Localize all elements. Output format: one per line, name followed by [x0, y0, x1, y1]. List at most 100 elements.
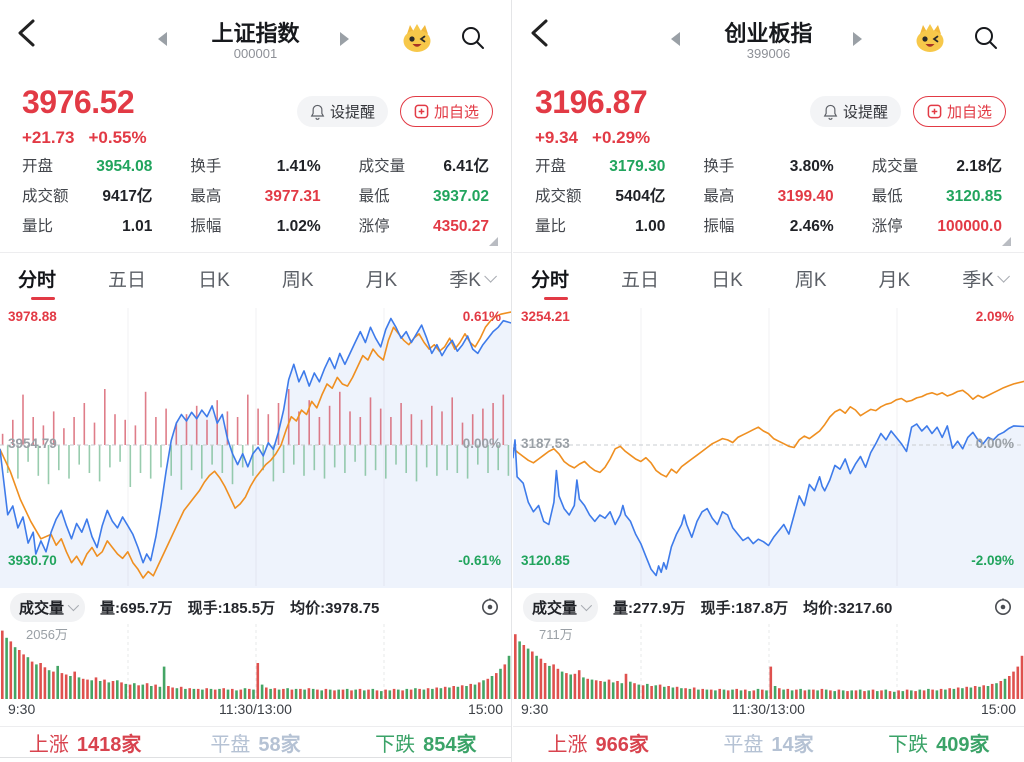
chevron-down-icon — [580, 599, 593, 612]
minute-chart[interactable] — [513, 306, 1024, 588]
stats-grid: 开盘 3954.08 换手 1.41% 成交量 6.41亿 成交额 9417亿 最高 39… — [0, 156, 511, 237]
breadth-advancers[interactable]: 上涨 1418家 — [28, 733, 142, 756]
gear-icon[interactable] — [479, 596, 501, 618]
set-alert-button[interactable]: 设提醒 — [296, 96, 388, 127]
bell-icon — [823, 104, 838, 120]
chart-low-pct-label: -0.61% — [458, 553, 501, 568]
tab-quarterly-k[interactable]: 季K — [962, 265, 1010, 292]
time-midday: 11:30/13:00 — [732, 701, 805, 717]
set-alert-button[interactable]: 设提醒 — [809, 96, 901, 127]
back-button[interactable] — [527, 18, 553, 48]
chevron-left-icon — [18, 19, 35, 47]
tab-five-day[interactable]: 五日 — [621, 269, 660, 291]
tab-monthly-k[interactable]: 月K — [365, 269, 398, 291]
stat-low: 最低 3120.85 — [871, 188, 1002, 205]
stat-amplitude: 振幅 2.46% — [703, 218, 834, 235]
volume-chart[interactable] — [513, 622, 1024, 700]
stats-expand-icon[interactable] — [489, 237, 498, 246]
stat-amount: 成交额 9417亿 — [22, 188, 153, 205]
mascot-icon[interactable] — [399, 20, 435, 54]
add-watchlist-button[interactable]: 加自选 — [912, 96, 1006, 127]
tab-minute[interactable]: 分时 — [18, 269, 57, 291]
back-button[interactable] — [14, 18, 40, 48]
search-icon[interactable] — [460, 25, 486, 51]
stat-volume-ratio: 量比 1.00 — [535, 218, 666, 235]
index-title: 创业板指 — [724, 21, 813, 46]
panel-shanghai-index: 上证指数 000001 3976.52 +21.73 +0.55% 设提醒 加自选 — [0, 0, 511, 762]
index-change: +9.34 +0.29% — [535, 128, 664, 148]
chevron-left-icon — [531, 19, 548, 47]
market-breadth: 上涨 1418家 平盘 58家 下跌 854家 — [0, 727, 511, 757]
time-open: 9:30 — [8, 701, 36, 717]
separator — [513, 726, 1024, 727]
bell-icon — [310, 104, 325, 120]
market-breadth: 上涨 966家 平盘 14家 下跌 409家 — [513, 727, 1024, 757]
change-percent: +0.29% — [592, 128, 651, 147]
breadth-unchanged[interactable]: 平盘 58家 — [210, 733, 301, 756]
tab-daily-k[interactable]: 日K — [198, 269, 230, 291]
index-code: 399006 — [746, 46, 791, 61]
stat-high: 最高 3977.31 — [190, 188, 321, 205]
change-percent: +0.55% — [88, 128, 147, 147]
prev-index-icon[interactable] — [158, 32, 167, 46]
next-index-icon[interactable] — [340, 32, 349, 46]
stat-amount: 成交额 5404亿 — [535, 188, 666, 205]
search-icon[interactable] — [973, 25, 999, 51]
separator — [0, 726, 511, 727]
mascot-icon[interactable] — [912, 20, 948, 54]
tab-five-day[interactable]: 五日 — [108, 269, 147, 291]
chart-mid-pct-label: 0.00% — [462, 436, 501, 451]
volume-indicator-selector[interactable]: 成交量 — [10, 592, 86, 622]
breadth-decliners[interactable]: 下跌 409家 — [888, 733, 990, 756]
gear-icon[interactable] — [992, 596, 1014, 618]
add-watchlist-label: 加自选 — [433, 104, 479, 121]
add-box-icon — [414, 104, 429, 119]
tab-minute[interactable]: 分时 — [531, 269, 570, 291]
chart-high-label: 3978.88 — [8, 309, 57, 324]
stat-limit-up: 涨停 4350.27 — [358, 218, 489, 235]
tab-weekly-k[interactable]: 周K — [281, 269, 314, 291]
volume-toolbar: 成交量 量:695.7万 现手:185.5万 均价:3978.75 — [10, 592, 501, 622]
separator — [0, 252, 511, 253]
tab-daily-k[interactable]: 日K — [711, 269, 743, 291]
volume-chart[interactable] — [0, 622, 511, 700]
set-alert-label: 设提醒 — [842, 104, 888, 121]
breadth-decliners[interactable]: 下跌 854家 — [375, 733, 477, 756]
change-value: +9.34 — [535, 128, 579, 147]
breadth-unchanged[interactable]: 平盘 14家 — [723, 733, 814, 756]
time-open: 9:30 — [521, 701, 549, 717]
chart-tabs: 分时 五日 日K 周K 月K 季K — [0, 256, 511, 300]
tab-quarterly-k[interactable]: 季K — [449, 265, 497, 292]
index-title: 上证指数 — [211, 21, 300, 46]
set-alert-label: 设提醒 — [329, 104, 375, 121]
stat-turnover: 换手 1.41% — [190, 158, 321, 175]
volume-stat-volume: 量:695.7万 — [100, 599, 173, 617]
volume-max-label: 2056万 — [26, 627, 68, 642]
time-midday: 11:30/13:00 — [219, 701, 292, 717]
volume-toolbar: 成交量 量:277.9万 现手:187.8万 均价:3217.60 — [523, 592, 1014, 622]
stats-grid: 开盘 3179.30 换手 3.80% 成交量 2.18亿 成交额 5404亿 最高 31… — [513, 156, 1024, 237]
time-axis: 9:30 11:30/13:00 15:00 — [0, 701, 511, 721]
index-price: 3196.87 — [535, 84, 648, 120]
volume-indicator-selector[interactable]: 成交量 — [523, 592, 599, 622]
stat-limit-up: 涨停 100000.0 — [871, 218, 1002, 235]
breadth-advancers[interactable]: 上涨 966家 — [547, 733, 649, 756]
active-tab-underline — [31, 297, 55, 300]
stats-expand-icon[interactable] — [1002, 237, 1011, 246]
prev-index-icon[interactable] — [671, 32, 680, 46]
next-index-icon[interactable] — [853, 32, 862, 46]
chart-tabs: 分时 五日 日K 周K 月K 季K — [513, 256, 1024, 300]
add-watchlist-button[interactable]: 加自选 — [399, 96, 493, 127]
separator — [513, 252, 1024, 253]
minute-chart[interactable] — [0, 306, 511, 588]
chart-low-label: 3120.85 — [521, 553, 570, 568]
volume-stat-avg-price: 均价:3978.75 — [290, 599, 380, 617]
tab-weekly-k[interactable]: 周K — [794, 269, 827, 291]
chevron-down-icon — [484, 269, 497, 283]
volume-stat-avg-price: 均价:3217.60 — [803, 599, 893, 617]
time-close: 15:00 — [467, 701, 503, 717]
stat-volume: 成交量 2.18亿 — [871, 158, 1002, 175]
time-axis: 9:30 11:30/13:00 15:00 — [513, 701, 1024, 721]
tab-monthly-k[interactable]: 月K — [878, 269, 911, 291]
bottom-border — [0, 757, 511, 758]
